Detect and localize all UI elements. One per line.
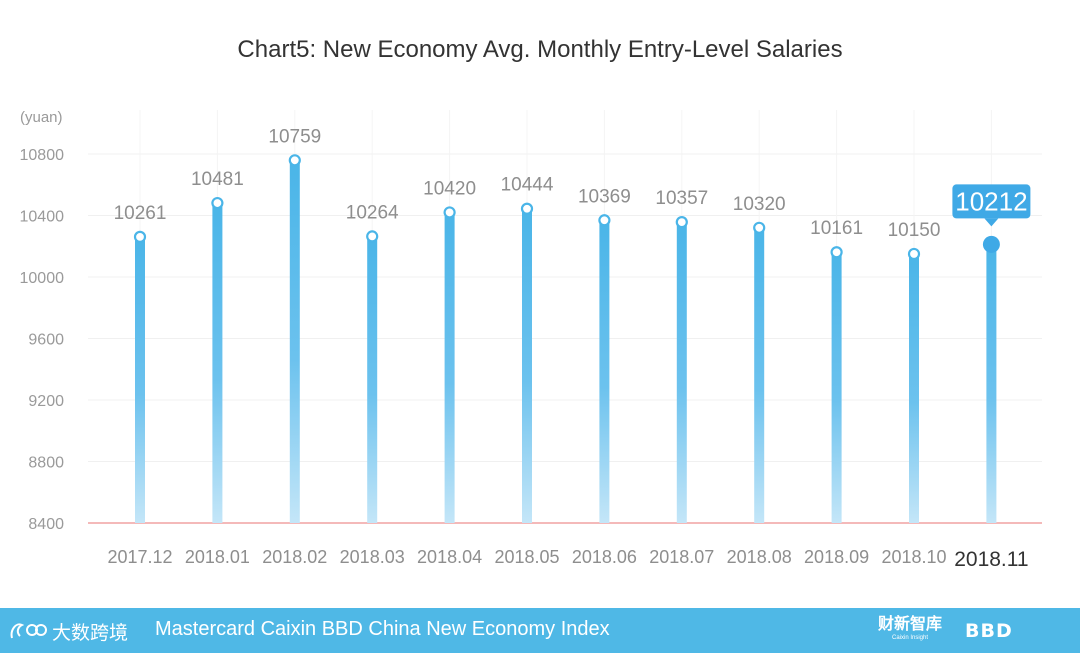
bar-marker-highlight <box>982 235 1000 253</box>
y-axis-ticks: 8400 8800 9200 9600 10000 10400 10800 <box>20 147 65 533</box>
x-tick-label-2018.11: 2018.11 <box>954 548 1028 571</box>
x-tick-label-2017.12: 2017.12 <box>107 547 172 567</box>
source-label: Mastercard Caixin BBD China New Economy … <box>155 618 610 640</box>
bar-2018.08 <box>754 227 765 524</box>
y-tick-label: 8800 <box>28 455 64 472</box>
bar-marker-2018.01 <box>211 196 224 210</box>
caixin-logo-cn: 财新智库 <box>878 616 943 633</box>
bar-2018.05 <box>522 208 532 524</box>
bar-marker-2018.10 <box>907 247 921 261</box>
x-tick-label-2018.08: 2018.08 <box>727 547 792 567</box>
bar-series <box>133 154 1000 524</box>
bbd-logo: BBD <box>965 620 1013 642</box>
bar-2018.11 <box>986 244 997 523</box>
x-tick-label-2018.05: 2018.05 <box>494 547 559 567</box>
bar-chart: Chart5: New Economy Avg. Monthly Entry-L… <box>20 36 1042 571</box>
data-label-2018.07: 10357 <box>655 188 708 209</box>
data-label-2017.12: 10261 <box>114 203 167 224</box>
bar-marker-2018.06 <box>598 214 611 227</box>
highlight-callout-pointer <box>984 218 999 227</box>
y-axis-unit: (yuan) <box>20 109 63 126</box>
data-label-2018.02: 10759 <box>268 126 321 147</box>
y-tick-label: 10400 <box>20 209 65 226</box>
x-tick-label-2018.04: 2018.04 <box>417 547 482 567</box>
x-tick-label-2018.01: 2018.01 <box>185 547 250 567</box>
y-tick-label: 8400 <box>28 516 64 533</box>
y-tick-label: 9600 <box>28 332 64 349</box>
x-tick-label-2018.10: 2018.10 <box>881 547 946 567</box>
footer-bar: 大数跨境 Mastercard Caixin BBD China New Eco… <box>0 608 1080 653</box>
bar-2018.10 <box>909 253 919 523</box>
x-tick-label-2018.06: 2018.06 <box>572 547 637 567</box>
y-tick-label: 9200 <box>28 393 64 410</box>
data-label-2018.01: 10481 <box>191 169 244 190</box>
data-labels: 10261 10481 10759 10264 10420 10444 10369 10357… <box>114 126 1031 241</box>
bar-marker-2018.02 <box>288 154 301 167</box>
bar-2018.01 <box>212 203 223 523</box>
x-tick-label-2018.07: 2018.07 <box>649 547 714 567</box>
data-label-2018.10: 10150 <box>888 220 941 241</box>
bar-marker-2018.09 <box>830 246 843 259</box>
bigdata-logo-text: 大数跨境 <box>52 622 128 644</box>
bar-marker-2017.12 <box>133 230 147 243</box>
bar-2018.06 <box>599 220 610 524</box>
data-label-2018.05: 10444 <box>501 175 554 196</box>
bigdata-crossborder-logo: 大数跨境 <box>8 616 148 646</box>
x-tick-label-2018.09: 2018.09 <box>804 547 869 567</box>
bar-2017.12 <box>135 236 145 523</box>
x-axis-ticks: 2017.12 2018.01 2018.02 2018.03 2018.04 2018.… <box>107 547 1028 571</box>
y-tick-label: 10800 <box>20 147 65 164</box>
bar-marker-2018.07 <box>675 216 688 229</box>
bar-2018.02 <box>289 160 300 523</box>
data-label-highlight: 10212 <box>955 186 1027 216</box>
bar-2018.03 <box>367 236 378 523</box>
chart-title: Chart5: New Economy Avg. Monthly Entry-L… <box>237 36 842 63</box>
bigdata-logo-icon: 大数跨境 <box>10 622 128 644</box>
caixin-insight-logo: 财新智库 Caixin Insight <box>878 616 942 642</box>
x-tick-label-2018.03: 2018.03 <box>340 547 405 567</box>
bar-2018.09 <box>831 252 842 523</box>
data-label-2018.08: 10320 <box>733 194 786 215</box>
x-tick-label-2018.02: 2018.02 <box>262 547 327 567</box>
bar-2018.07 <box>676 222 687 523</box>
bar-marker-2018.04 <box>443 206 456 219</box>
bar-marker-2018.08 <box>753 221 766 234</box>
bar-marker-2018.05 <box>520 202 534 215</box>
y-tick-label: 10000 <box>20 270 65 287</box>
data-label-2018.03: 10264 <box>346 202 399 223</box>
bar-2018.04 <box>444 212 455 524</box>
bar-marker-2018.03 <box>366 230 379 243</box>
data-label-2018.09: 10161 <box>810 218 863 239</box>
data-label-2018.04: 10420 <box>423 178 476 199</box>
caixin-logo-en: Caixin Insight <box>891 635 929 641</box>
data-label-2018.06: 10369 <box>578 186 631 207</box>
highlight-callout-box <box>952 184 1031 219</box>
